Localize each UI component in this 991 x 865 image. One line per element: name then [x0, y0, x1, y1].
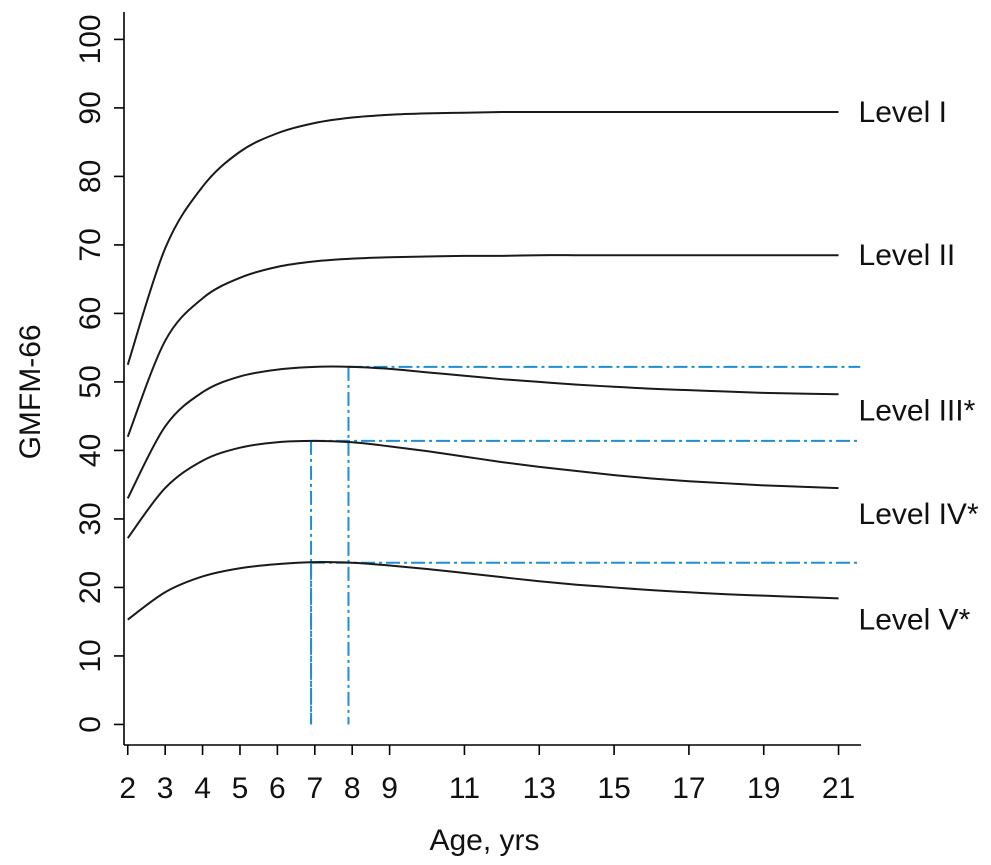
y-axis-ticks: 0 10 20 30 40 50 60 70 80 90 100 [74, 14, 124, 733]
series-curve [126, 439, 839, 539]
x-axis-ticks: 2 3 4 5 6 7 8 9 11 13 15 17 19 21 [119, 745, 855, 805]
x-tick-label: 2 [119, 772, 136, 805]
x-tick-label: 19 [747, 772, 780, 805]
x-tick-label: 4 [194, 772, 211, 805]
x-axis-title: Age, yrs [429, 824, 539, 857]
series-label: Level IV* [859, 498, 979, 531]
x-tick-label: 8 [344, 772, 361, 805]
series-curves [126, 110, 839, 621]
series-curve [126, 110, 839, 366]
x-tick-label: 13 [523, 772, 556, 805]
x-tick-label: 11 [449, 772, 480, 805]
x-tick-label: 9 [381, 772, 398, 805]
x-tick-label: 15 [597, 772, 630, 805]
series-curve [126, 365, 839, 499]
y-tick-label: 90 [74, 91, 107, 124]
series-curve [126, 254, 839, 438]
x-tick-label: 7 [306, 772, 323, 805]
y-tick-label: 70 [74, 228, 107, 261]
x-tick-label: 17 [672, 772, 705, 805]
series-curve [127, 561, 839, 621]
x-tick-label: 3 [157, 772, 174, 805]
series-label: Level V* [859, 603, 971, 636]
peak-reference-lines [310, 365, 861, 725]
series-label: Level II [859, 239, 956, 272]
x-tick-label: 5 [232, 772, 249, 805]
y-axis-title: GMFM-66 [14, 324, 47, 459]
axes [123, 12, 861, 746]
x-tick-label: 21 [822, 772, 855, 805]
series-label: Level I [859, 96, 947, 129]
y-tick-label: 30 [74, 502, 107, 535]
x-tick-label: 6 [269, 772, 286, 805]
y-tick-label: 20 [74, 571, 107, 604]
y-tick-label: 40 [74, 434, 107, 467]
series-labels: Level I Level II Level III* Level IV* Level … [859, 96, 979, 636]
y-tick-label: 80 [74, 160, 107, 193]
y-tick-label: 60 [74, 297, 107, 330]
y-tick-label: 100 [74, 14, 107, 64]
y-tick-label: 0 [74, 716, 107, 733]
y-tick-label: 50 [74, 365, 107, 398]
series-label: Level III* [859, 394, 976, 427]
y-tick-label: 10 [74, 639, 107, 672]
